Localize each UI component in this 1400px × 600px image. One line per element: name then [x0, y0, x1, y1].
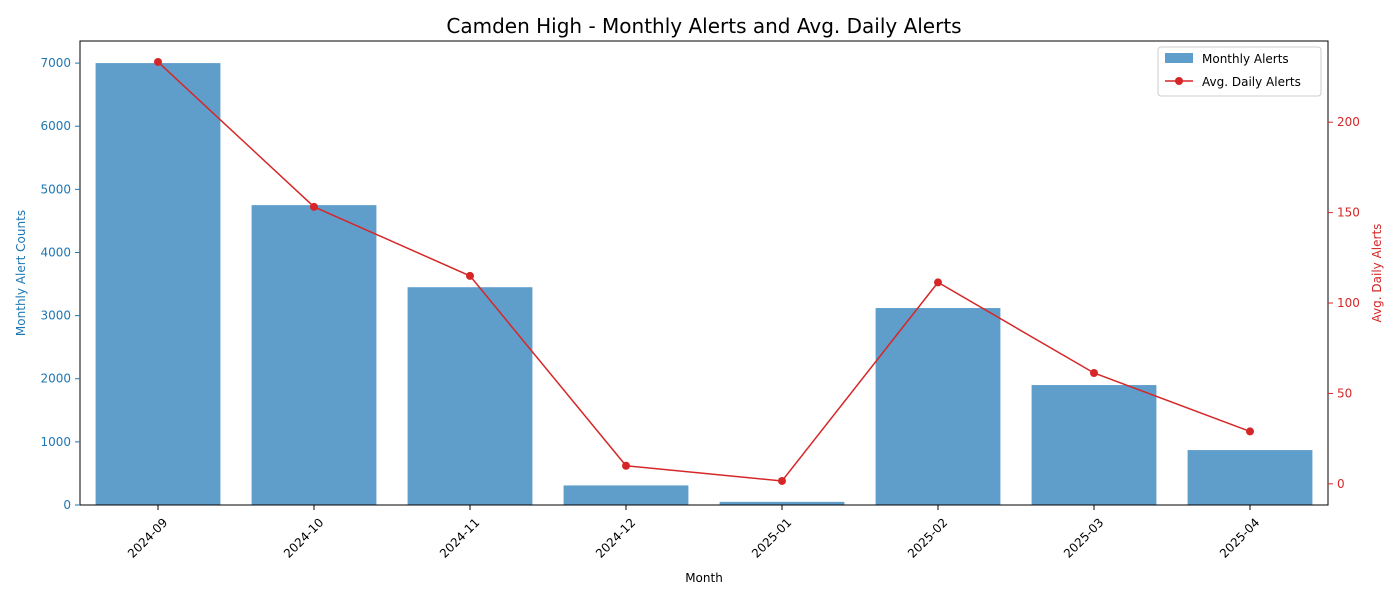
x-tick-label: 2025-01 [749, 515, 794, 560]
bar-2025-01 [719, 501, 845, 505]
left-y-tick-label: 3000 [40, 309, 71, 323]
left-y-tick-label: 2000 [40, 372, 71, 386]
legend-box [1157, 46, 1322, 97]
bar-2025-02 [875, 308, 1001, 505]
left-y-tick-label: 4000 [40, 245, 71, 259]
avg-daily-line [157, 61, 1251, 482]
left-y-axis: 0 1000 2000 3000 4000 5000 6000 7000 [40, 56, 80, 512]
x-tick-label: 2024-09 [125, 515, 170, 560]
x-axis: 2024-09 2024-10 2024-11 2024-12 2025-01 2025-… [125, 505, 1262, 561]
legend-bar-label: Monthly Alerts [1202, 52, 1289, 66]
x-tick-label: 2025-02 [905, 515, 950, 560]
right-y-tick-label: 200 [1337, 115, 1360, 129]
x-tick-label: 2024-12 [593, 515, 638, 560]
bar-2025-03 [1031, 385, 1157, 505]
bar-2025-04 [1187, 450, 1313, 505]
line-point-2025-03 [1090, 368, 1098, 377]
legend-bar-swatch [1165, 53, 1193, 63]
right-y-tick-label: 50 [1337, 386, 1352, 400]
bar-2024-10 [251, 205, 377, 505]
line-point-2024-10 [310, 202, 318, 211]
bar-2024-09 [95, 63, 221, 505]
bar-2024-12 [563, 485, 689, 505]
left-y-tick-label: 0 [63, 498, 71, 512]
plot-frame [79, 40, 1329, 506]
left-y-tick-label: 6000 [40, 119, 71, 133]
line-point-2025-04 [1246, 427, 1254, 436]
left-y-tick-label: 5000 [40, 182, 71, 196]
line-point-2025-01 [778, 476, 786, 485]
right-y-tick-label: 0 [1337, 477, 1345, 491]
x-axis-label: Month [685, 571, 723, 585]
left-y-tick-label: 1000 [40, 435, 71, 449]
line-point-2025-02 [934, 278, 942, 287]
legend-line-label: Avg. Daily Alerts [1202, 75, 1301, 89]
legend-line-marker [1175, 77, 1183, 85]
line-point-2024-11 [466, 271, 474, 280]
left-y-tick-label: 7000 [40, 56, 71, 70]
x-tick-label: 2025-04 [1217, 515, 1262, 560]
chart-title: Camden High - Monthly Alerts and Avg. Da… [446, 14, 961, 38]
bars-layer [95, 63, 1313, 505]
line-point-2024-12 [622, 461, 630, 470]
line-point-2024-09 [154, 57, 162, 66]
right-y-axis: 0 50 100 150 200 [1328, 115, 1360, 491]
right-y-tick-label: 100 [1337, 296, 1360, 310]
left-y-axis-label: Monthly Alert Counts [14, 210, 28, 336]
x-tick-label: 2024-11 [437, 515, 482, 560]
right-y-tick-label: 150 [1337, 206, 1360, 220]
legend: Monthly Alerts Avg. Daily Alerts [1157, 46, 1322, 97]
right-y-axis-label: Avg. Daily Alerts [1370, 224, 1384, 323]
line-layer [154, 57, 1254, 485]
bar-2024-11 [407, 287, 533, 505]
x-tick-label: 2025-03 [1061, 515, 1106, 560]
x-tick-label: 2024-10 [281, 515, 326, 560]
